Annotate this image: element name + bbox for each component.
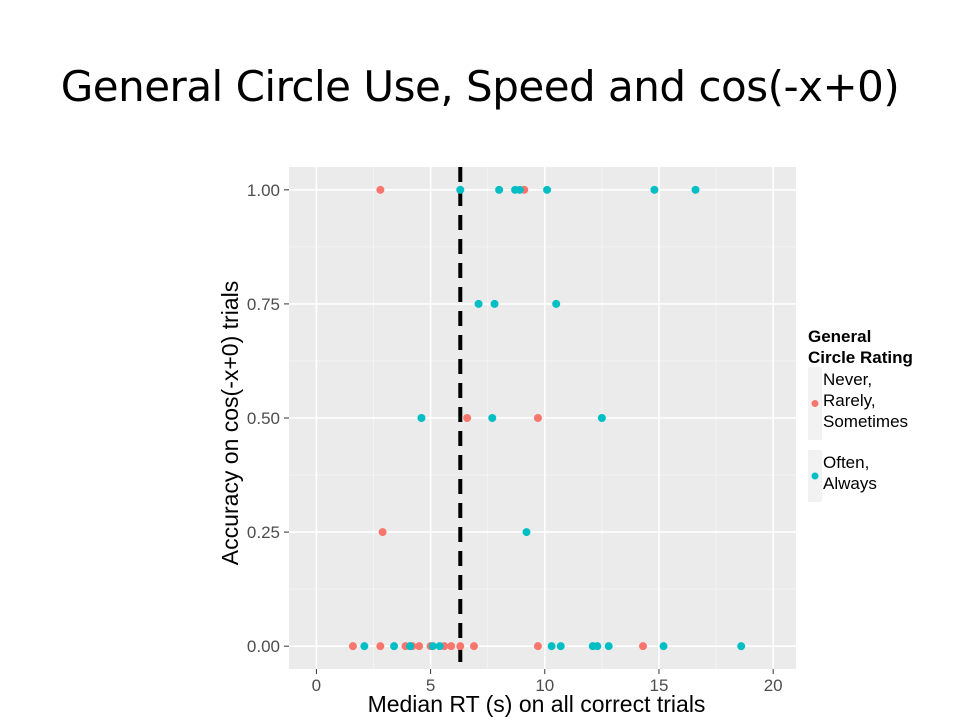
legend-label: Always <box>823 474 877 493</box>
data-point-often-always <box>488 414 497 422</box>
axes: 0 5 10 15 20 0.00 0.25 0.50 0.75 1.00 Median RT (s… <box>217 181 783 717</box>
data-point-often-always <box>428 642 437 651</box>
x-tick-label: 20 <box>764 676 783 695</box>
x-tick-label: 10 <box>535 676 554 695</box>
grid-lines <box>289 167 796 669</box>
legend-key-never-rarely-sometimes <box>811 400 819 407</box>
data-point-never-rarely-sometimes <box>378 528 387 537</box>
data-point-never-rarely-sometimes <box>533 642 542 651</box>
data-points <box>348 185 746 651</box>
legend: General Circle Rating Never, Rarely, Sometim… <box>808 327 913 502</box>
legend-label: Sometimes <box>823 412 908 431</box>
data-point-often-always <box>515 185 524 194</box>
data-point-often-always <box>474 299 483 308</box>
y-tick-label: 0.75 <box>247 295 280 314</box>
data-point-often-always <box>490 299 499 308</box>
legend-title: Circle Rating <box>808 348 913 367</box>
y-axis-title: Accuracy on cos(-x+0) trials <box>217 281 243 565</box>
legend-label: Rarely, <box>823 391 876 410</box>
data-point-never-rarely-sometimes <box>469 642 478 651</box>
data-point-often-always <box>597 414 606 422</box>
y-tick-label: 0.25 <box>247 523 280 542</box>
data-point-often-always <box>604 642 613 651</box>
data-point-often-always <box>435 642 444 651</box>
data-point-often-always <box>495 185 504 194</box>
data-point-often-always <box>543 185 552 194</box>
data-point-often-always <box>552 299 561 308</box>
data-point-often-always <box>650 185 659 194</box>
data-point-often-always <box>456 185 465 194</box>
y-tick-label: 0.00 <box>247 637 280 656</box>
x-tick-label: 15 <box>650 676 669 695</box>
data-point-often-always <box>659 642 668 651</box>
legend-label: Often, <box>823 453 869 472</box>
data-point-often-always <box>556 642 565 651</box>
data-point-never-rarely-sometimes <box>376 642 385 651</box>
data-point-never-rarely-sometimes <box>348 642 357 651</box>
slide-title: General Circle Use, Speed and cos(-x+0) <box>60 62 900 111</box>
data-point-often-always <box>406 642 415 651</box>
data-point-never-rarely-sometimes <box>456 642 465 651</box>
x-tick-label: 0 <box>312 676 321 695</box>
data-point-never-rarely-sometimes <box>533 414 542 422</box>
data-point-often-always <box>593 642 602 651</box>
x-axis-title: Median RT (s) on all correct trials <box>368 691 706 717</box>
data-point-never-rarely-sometimes <box>376 185 385 194</box>
y-tick-label: 1.00 <box>247 181 280 200</box>
data-point-often-always <box>417 414 426 422</box>
data-point-never-rarely-sometimes <box>415 642 424 651</box>
data-point-often-always <box>522 528 531 537</box>
legend-title: General <box>808 327 871 346</box>
data-point-never-rarely-sometimes <box>447 642 456 651</box>
data-point-often-always <box>737 642 746 651</box>
data-point-often-always <box>547 642 556 651</box>
x-tick-label: 5 <box>426 676 435 695</box>
legend-label: Never, <box>823 370 872 389</box>
y-tick-label: 0.50 <box>247 409 280 428</box>
data-point-never-rarely-sometimes <box>463 414 472 422</box>
data-point-often-always <box>390 642 399 651</box>
data-point-often-always <box>691 185 700 194</box>
data-point-never-rarely-sometimes <box>638 642 647 651</box>
data-point-often-always <box>360 642 369 651</box>
legend-key-often-always <box>811 472 819 480</box>
